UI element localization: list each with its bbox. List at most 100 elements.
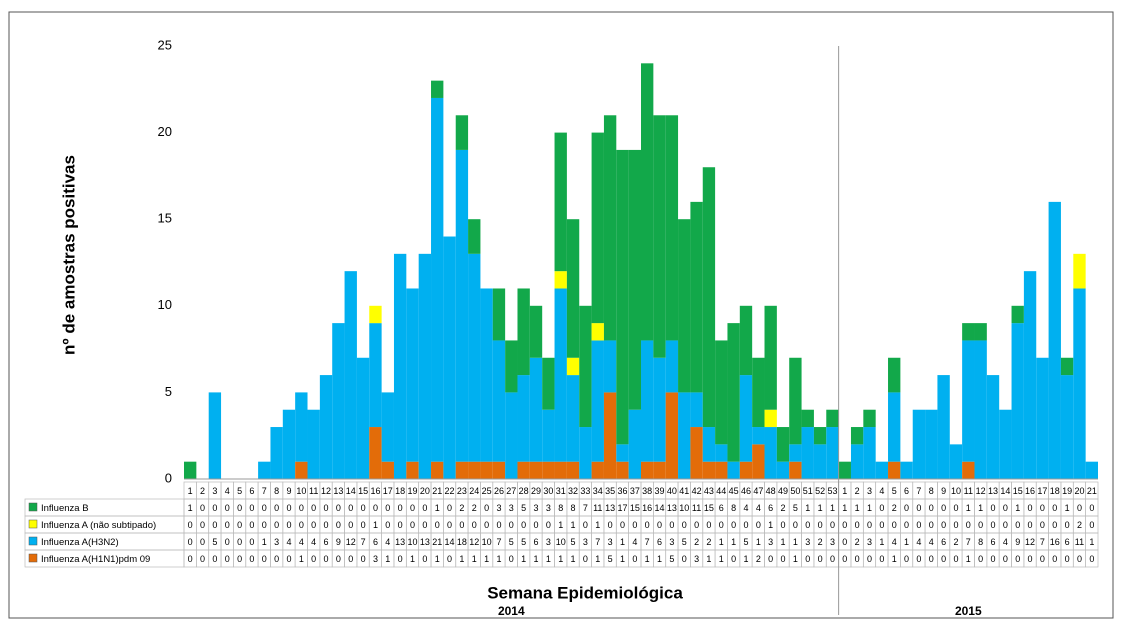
bar-segment bbox=[554, 461, 567, 479]
table-value: 0 bbox=[657, 520, 662, 530]
table-value: 4 bbox=[311, 537, 316, 547]
bar-segment bbox=[529, 357, 543, 462]
table-value: 1 bbox=[571, 554, 576, 564]
bar-segment bbox=[665, 340, 679, 393]
x-tick-label: 13 bbox=[333, 486, 343, 496]
x-tick-label: 18 bbox=[395, 486, 405, 496]
table-value: 0 bbox=[1052, 554, 1057, 564]
x-tick-label: 32 bbox=[568, 486, 578, 496]
table-value: 0 bbox=[237, 520, 242, 530]
bar-segment bbox=[542, 357, 555, 410]
table-value: 0 bbox=[286, 503, 291, 513]
table-value: 0 bbox=[447, 520, 452, 530]
table-value: 17 bbox=[617, 503, 627, 513]
table-value: 0 bbox=[867, 554, 872, 564]
bar-segment bbox=[542, 461, 555, 479]
bar-segment bbox=[641, 63, 654, 341]
table-value: 0 bbox=[978, 520, 983, 530]
x-tick-label: 1 bbox=[842, 486, 847, 496]
table-value: 0 bbox=[348, 554, 353, 564]
legend-label: Influenza A(H3N2) bbox=[41, 537, 119, 548]
bar-segment bbox=[653, 115, 666, 358]
bar-segment bbox=[690, 392, 703, 428]
table-value: 0 bbox=[348, 503, 353, 513]
bar-segment bbox=[888, 357, 901, 393]
table-value: 1 bbox=[459, 554, 464, 564]
table-value: 0 bbox=[1089, 554, 1094, 564]
table-value: 0 bbox=[1089, 520, 1094, 530]
table-value: 0 bbox=[262, 520, 267, 530]
x-tick-label: 5 bbox=[237, 486, 242, 496]
bar-segment bbox=[591, 132, 604, 324]
bar-segment bbox=[344, 271, 357, 479]
table-value: 1 bbox=[966, 503, 971, 513]
table-value: 0 bbox=[818, 520, 823, 530]
bar-segment bbox=[431, 461, 444, 479]
x-tick-label: 16 bbox=[1025, 486, 1035, 496]
table-value: 0 bbox=[929, 520, 934, 530]
table-value: 0 bbox=[435, 520, 440, 530]
table-value: 10 bbox=[556, 537, 566, 547]
bar-segment bbox=[381, 461, 394, 479]
bar-segment bbox=[332, 323, 345, 479]
table-value: 6 bbox=[1065, 537, 1070, 547]
table-value: 0 bbox=[422, 503, 427, 513]
x-tick-label: 6 bbox=[904, 486, 909, 496]
bar-segment bbox=[912, 409, 926, 479]
bar-segment bbox=[418, 253, 432, 479]
x-tick-label: 10 bbox=[296, 486, 306, 496]
table-value: 0 bbox=[916, 503, 921, 513]
table-value: 8 bbox=[558, 503, 563, 513]
table-value: 0 bbox=[966, 520, 971, 530]
x-tick-label: 43 bbox=[704, 486, 714, 496]
table-value: 0 bbox=[731, 520, 736, 530]
table-value: 6 bbox=[657, 537, 662, 547]
table-value: 1 bbox=[719, 537, 724, 547]
table-value: 7 bbox=[645, 537, 650, 547]
table-value: 0 bbox=[398, 520, 403, 530]
table-value: 5 bbox=[608, 554, 613, 564]
table-value: 0 bbox=[991, 503, 996, 513]
table-value: 9 bbox=[1015, 537, 1020, 547]
table-value: 0 bbox=[299, 520, 304, 530]
table-value: 3 bbox=[496, 503, 501, 513]
bar-segment bbox=[369, 427, 382, 479]
table-value: 16 bbox=[642, 503, 652, 513]
table-value: 12 bbox=[1025, 537, 1035, 547]
table-value: 0 bbox=[249, 520, 254, 530]
table-value: 1 bbox=[892, 554, 897, 564]
table-value: 0 bbox=[237, 537, 242, 547]
table-value: 3 bbox=[694, 554, 699, 564]
table-value: 1 bbox=[558, 554, 563, 564]
table-value: 0 bbox=[249, 554, 254, 564]
table-value: 4 bbox=[299, 537, 304, 547]
table-value: 12 bbox=[346, 537, 356, 547]
table-value: 0 bbox=[188, 554, 193, 564]
table-value: 0 bbox=[262, 503, 267, 513]
table-value: 0 bbox=[398, 503, 403, 513]
table-value: 0 bbox=[941, 554, 946, 564]
bar-segment bbox=[184, 461, 197, 479]
table-value: 1 bbox=[904, 537, 909, 547]
bar-segment bbox=[1060, 375, 1074, 479]
table-value: 0 bbox=[645, 520, 650, 530]
table-value: 0 bbox=[422, 554, 427, 564]
table-value: 4 bbox=[756, 503, 761, 513]
legend-swatch bbox=[28, 536, 38, 546]
table-value: 3 bbox=[546, 503, 551, 513]
table-value: 0 bbox=[484, 520, 489, 530]
year-label: 2014 bbox=[498, 604, 525, 618]
x-tick-label: 2 bbox=[200, 486, 205, 496]
table-value: 0 bbox=[1052, 520, 1057, 530]
table-value: 1 bbox=[768, 520, 773, 530]
table-value: 0 bbox=[669, 520, 674, 530]
table-value: 0 bbox=[879, 554, 884, 564]
table-value: 1 bbox=[743, 554, 748, 564]
x-tick-label: 52 bbox=[815, 486, 825, 496]
legend-label: Influenza A(H1N1)pdm 09 bbox=[41, 554, 150, 565]
table-value: 0 bbox=[212, 503, 217, 513]
table-value: 0 bbox=[904, 503, 909, 513]
x-tick-label: 21 bbox=[1087, 486, 1097, 496]
bar-segment bbox=[603, 392, 617, 479]
bar-segment bbox=[1011, 305, 1024, 324]
